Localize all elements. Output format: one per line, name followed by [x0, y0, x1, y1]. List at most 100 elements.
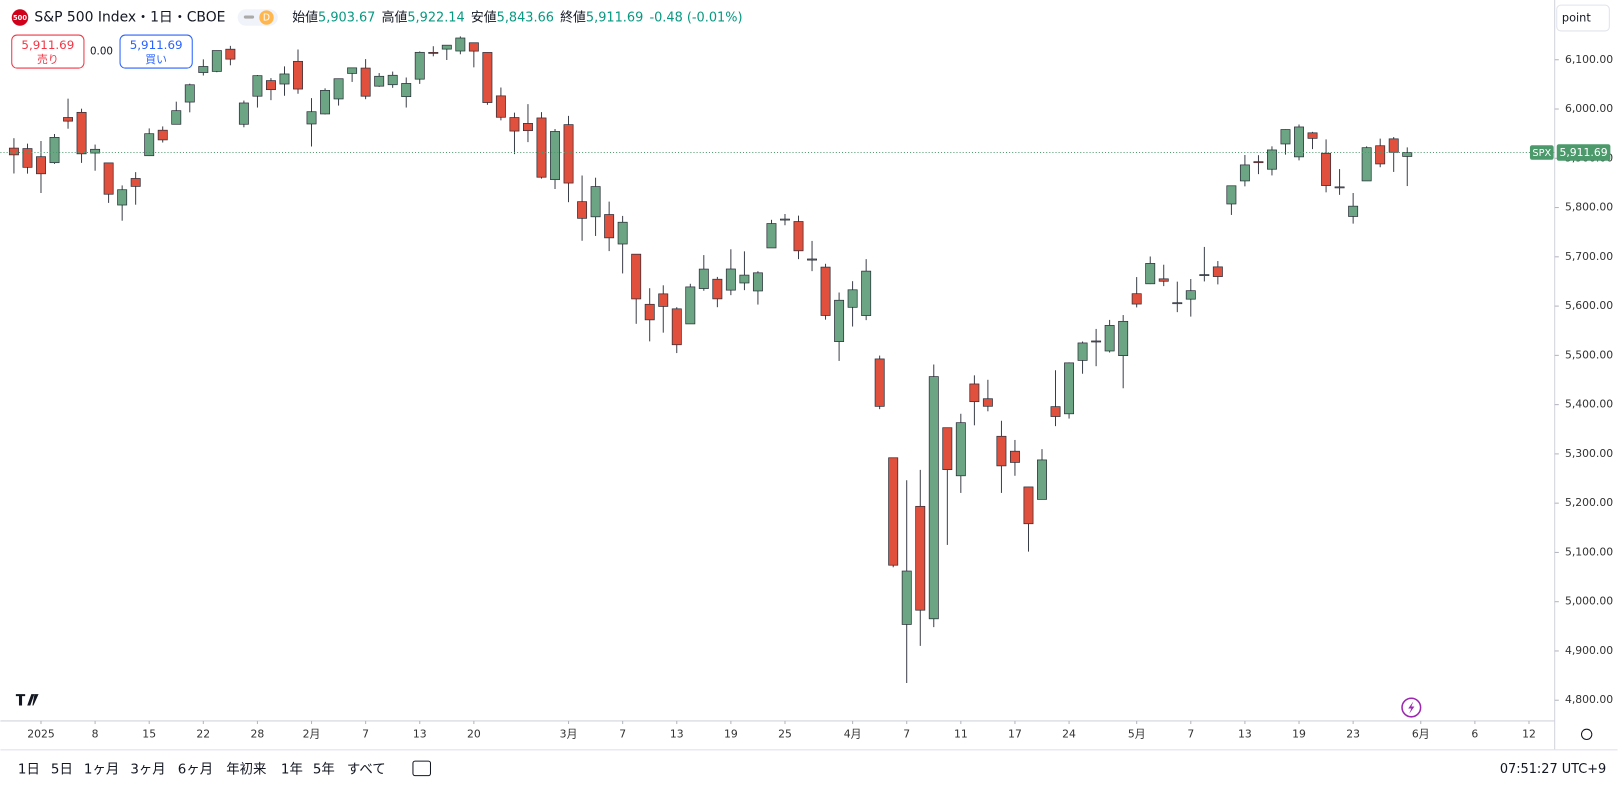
unit-label: point — [1562, 11, 1591, 25]
candle-body — [739, 274, 750, 284]
candle-body — [766, 223, 777, 249]
candle-body — [685, 286, 696, 325]
candle-body — [8, 147, 19, 156]
y-tick-label: 5,300.00 — [1565, 447, 1613, 460]
x-tick-label: 2月 — [303, 727, 321, 740]
candle-body — [198, 66, 209, 73]
range-button[interactable]: 3ヶ月 — [130, 762, 165, 777]
y-tick-label: 4,900.00 — [1565, 644, 1613, 657]
candle-body — [360, 67, 371, 97]
candle-body — [1009, 450, 1020, 463]
x-tick-label: 28 — [251, 727, 265, 740]
candle-body — [441, 44, 452, 50]
range-button[interactable]: 5年 — [313, 761, 335, 777]
range-button[interactable]: 6ヶ月 — [178, 762, 213, 777]
x-tick-label: 7 — [1187, 727, 1194, 740]
ohlc-value: 5,903.67 — [318, 10, 375, 25]
candle-body — [157, 129, 168, 141]
candle-body — [644, 303, 655, 321]
buy-label: 買い — [145, 53, 167, 66]
range-button[interactable]: 1年 — [281, 761, 303, 777]
candle-body — [1280, 129, 1291, 145]
x-tick-label: 5月 — [1128, 727, 1146, 740]
range-button[interactable]: 1日 — [18, 762, 40, 777]
candle-body — [590, 186, 601, 218]
x-tick-label: 6月 — [1412, 727, 1430, 740]
badge-text: 500 — [13, 14, 27, 22]
ohlc-legend: 始値5,903.67 高値5,922.14 安値5,843.66 終値5,911.69… — [292, 9, 742, 25]
candle-body — [1145, 263, 1156, 285]
y-tick-label: 5,100.00 — [1565, 545, 1613, 558]
candle-body — [847, 289, 858, 308]
candle-body — [1267, 149, 1277, 170]
bolt — [1408, 701, 1415, 714]
candle-body — [1023, 486, 1034, 525]
range-button[interactable]: すべて — [347, 761, 386, 777]
symbol-tag-label: SPX — [1532, 148, 1551, 159]
candle-body — [901, 570, 912, 625]
y-tick-label: 5,700.00 — [1565, 250, 1613, 263]
price-tag — [1556, 144, 1611, 161]
candle-body — [1239, 164, 1250, 182]
sell-button[interactable] — [11, 34, 85, 69]
x-tick-label: 6 — [1471, 727, 1478, 740]
candle-body — [523, 123, 533, 132]
range-button[interactable]: 5日 — [51, 762, 73, 777]
candle-body — [1050, 406, 1061, 417]
ohlc-label: 始値 — [292, 9, 318, 25]
candle-body — [184, 84, 195, 103]
x-tick-label: 7 — [903, 727, 910, 740]
candle-body — [1361, 147, 1372, 182]
range-button[interactable]: 1ヶ月 — [84, 762, 119, 777]
candle-body — [563, 124, 574, 184]
candle-body — [577, 201, 588, 219]
candle-body — [698, 268, 709, 289]
ohlc-label: 安値 — [471, 9, 497, 25]
candle-body — [455, 37, 466, 52]
y-tick-label: 5,500.00 — [1565, 348, 1613, 361]
y-tick-label: 6,000.00 — [1565, 102, 1613, 115]
candle-body — [1077, 342, 1088, 361]
candle-body — [1185, 290, 1196, 300]
candle-body — [1402, 152, 1413, 157]
symbol-title: S&P 500 Index・1日・CBOE — [34, 10, 225, 26]
y-tick-label: 5,600.00 — [1565, 299, 1613, 312]
x-tick-label: 13 — [670, 727, 684, 740]
candle-body — [238, 102, 249, 125]
range-button[interactable]: 年初来 — [226, 761, 266, 777]
candle-body — [969, 383, 980, 403]
interval-dot — [259, 10, 274, 25]
candle-body — [130, 178, 141, 187]
candle-body — [90, 148, 101, 154]
candle-body — [1158, 278, 1169, 282]
candle-body — [1334, 186, 1345, 189]
candle-body — [333, 78, 344, 100]
x-tick-label: 23 — [1346, 727, 1360, 740]
candle-body — [536, 117, 547, 178]
unit-button[interactable] — [1556, 4, 1610, 32]
y-tick-label: 6,100.00 — [1565, 53, 1613, 66]
candle-body — [401, 83, 412, 98]
candle-body — [1321, 152, 1332, 186]
candle-body — [482, 52, 493, 103]
candle-body — [171, 110, 182, 125]
x-tick-label: 20 — [467, 727, 481, 740]
candle-body — [1294, 126, 1304, 158]
candle-body — [211, 50, 222, 72]
candle-body — [1091, 340, 1102, 343]
calendar-icon[interactable] — [412, 760, 432, 777]
candle-body — [617, 221, 628, 245]
candle-body — [468, 42, 479, 52]
settings-icon[interactable] — [1580, 728, 1593, 741]
candle-body — [1104, 325, 1115, 352]
buy-button[interactable] — [119, 34, 193, 69]
candle-body — [293, 60, 303, 90]
x-tick-label: 25 — [778, 727, 792, 740]
ohlc-change: -0.48 (-0.01%) — [649, 10, 742, 25]
candle-body — [1131, 293, 1142, 305]
candle-body — [888, 457, 899, 566]
candle-body — [604, 214, 615, 239]
x-tick-label: 13 — [413, 727, 427, 740]
x-tick-label: 12 — [1522, 727, 1536, 740]
